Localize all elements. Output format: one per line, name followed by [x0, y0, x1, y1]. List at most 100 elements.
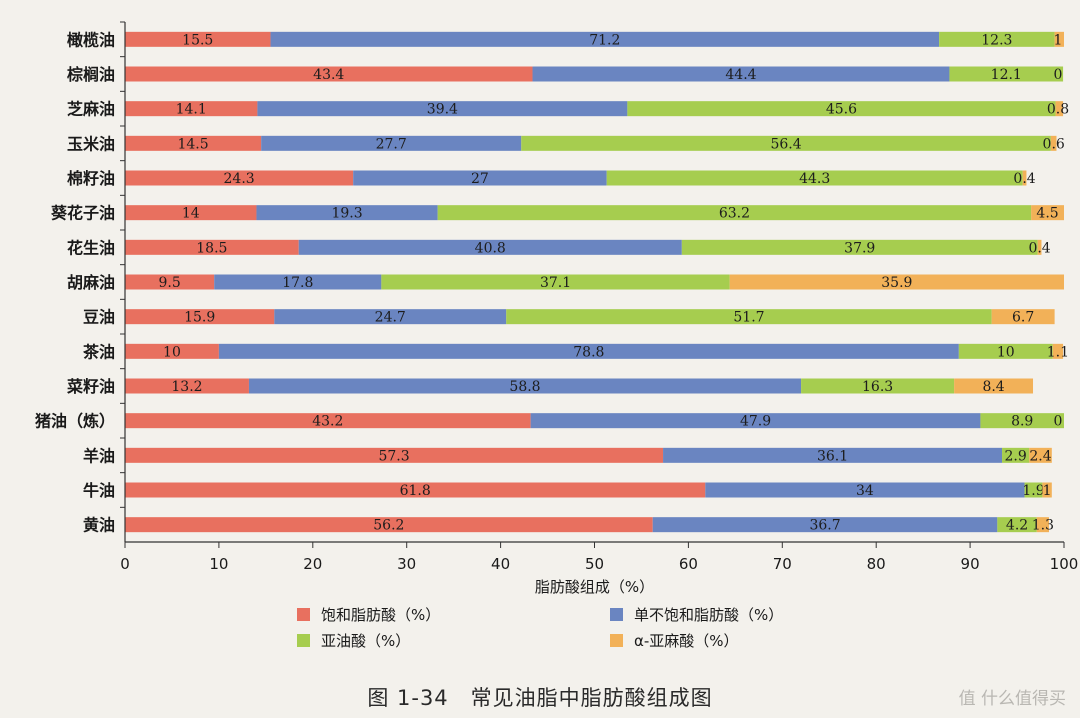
category-label: 玉米油 — [67, 134, 115, 153]
bar-segment — [125, 239, 299, 255]
bar-segment — [1055, 101, 1064, 117]
data-label: 56.4 — [770, 136, 801, 152]
data-label: 0.4 — [1013, 171, 1035, 187]
data-label: 37.1 — [540, 275, 571, 291]
data-label: 8.4 — [982, 379, 1004, 395]
data-label: 1.3 — [1032, 518, 1054, 534]
data-label: 43.2 — [312, 414, 343, 430]
x-tick-label: 80 — [867, 555, 886, 573]
bar-segment — [1042, 482, 1052, 498]
bar-segment — [125, 274, 215, 290]
data-label: 17.8 — [282, 275, 313, 291]
bar-segment — [652, 517, 998, 533]
data-label: 0 — [1054, 414, 1063, 430]
data-label: 16.3 — [862, 379, 893, 395]
category-label: 菜籽油 — [66, 377, 115, 396]
data-label: 0 — [1054, 67, 1063, 83]
data-label: 27.7 — [376, 136, 407, 152]
x-tick-label: 20 — [303, 555, 322, 573]
data-label: 14 — [182, 206, 200, 222]
bar-segment — [257, 101, 628, 117]
bar-segment — [125, 101, 258, 117]
category-label: 芝麻油 — [67, 100, 115, 119]
bar-segment — [991, 309, 1055, 325]
bar-segment — [125, 343, 219, 359]
data-label: 8.9 — [1011, 414, 1033, 430]
data-label: 0.8 — [1047, 102, 1069, 118]
data-label: 4.2 — [1006, 518, 1028, 534]
data-label: 14.5 — [177, 136, 208, 152]
legend-label: 亚油酸（%） — [321, 632, 410, 650]
data-label: 1 — [1043, 483, 1052, 499]
bar-segment — [939, 31, 1055, 47]
bar-segment — [125, 170, 354, 186]
data-label: 14.1 — [176, 102, 207, 118]
watermark: 值 什么值得买 — [958, 689, 1066, 709]
category-label: 花生油 — [67, 238, 115, 257]
data-label: 15.9 — [184, 310, 215, 326]
bar-segment — [1037, 239, 1042, 255]
data-label: 36.1 — [817, 448, 848, 464]
category-label: 胡麻油 — [67, 273, 115, 292]
category-label: 猪油（炼） — [34, 412, 115, 431]
stacked-bar-chart: 15.5 71.2 12.3 1 橄榄油 43.4 44.4 12.1 0 棕榈油 14.1 39.4… — [34, 21, 1078, 650]
bar-segment — [1054, 31, 1064, 47]
x-tick-label: 60 — [679, 555, 698, 573]
data-label: 58.8 — [509, 379, 540, 395]
category-label: 葵花子油 — [51, 204, 115, 223]
bar-segment — [1036, 517, 1049, 533]
bar-segment — [1002, 447, 1030, 463]
category-label: 羊油 — [83, 446, 115, 465]
category-label: 棉籽油 — [67, 169, 115, 188]
bar-segment — [801, 378, 955, 394]
data-label: 24.7 — [375, 310, 406, 326]
bar-segment — [125, 135, 262, 151]
data-label: 1.1 — [1047, 344, 1069, 360]
x-tick-label: 90 — [961, 555, 980, 573]
data-label: 43.4 — [313, 67, 344, 83]
bar-segment — [218, 343, 959, 359]
bar-segment — [248, 378, 802, 394]
data-label: 63.2 — [719, 206, 750, 222]
x-tick-label: 0 — [120, 555, 130, 573]
data-label: 51.7 — [733, 310, 764, 326]
bar-segment — [532, 66, 950, 82]
data-label: 19.3 — [331, 206, 362, 222]
bar-segment — [125, 205, 257, 221]
data-label: 34 — [856, 483, 874, 499]
x-tick-label: 40 — [491, 555, 510, 573]
bar-segment — [298, 239, 682, 255]
legend-label: 单不饱和脂肪酸（%） — [634, 606, 783, 624]
x-tick-label: 70 — [773, 555, 792, 573]
bar-segment — [125, 66, 533, 82]
bar-segment — [980, 413, 1064, 429]
bar-segment — [949, 66, 1064, 82]
data-label: 10 — [997, 344, 1015, 360]
data-label: 2.9 — [1005, 448, 1027, 464]
data-label: 44.4 — [725, 67, 756, 83]
data-label: 1 — [1054, 32, 1063, 48]
legend-label: 饱和脂肪酸（%） — [321, 606, 440, 624]
bar-segment — [530, 413, 981, 429]
data-label: 2.4 — [1029, 448, 1051, 464]
data-label: 18.5 — [196, 240, 227, 256]
legend-swatch — [610, 608, 623, 621]
bar-segment — [125, 413, 531, 429]
category-label: 黄油 — [83, 516, 115, 535]
category-label: 豆油 — [83, 308, 115, 327]
bar-segment — [214, 274, 382, 290]
data-label: 10 — [163, 344, 181, 360]
bar-segment — [705, 482, 1025, 498]
x-tick-label: 50 — [585, 555, 604, 573]
data-label: 4.5 — [1036, 206, 1058, 222]
bar-segment — [125, 31, 271, 47]
bar-segment — [256, 205, 438, 221]
data-label: 57.3 — [378, 448, 409, 464]
bar-segment — [681, 239, 1038, 255]
data-label: 71.2 — [589, 32, 620, 48]
x-axis-title: 脂肪酸组成（%） — [535, 578, 654, 596]
data-label: 27 — [471, 171, 489, 187]
data-label: 78.8 — [573, 344, 604, 360]
bar-segment — [353, 170, 607, 186]
